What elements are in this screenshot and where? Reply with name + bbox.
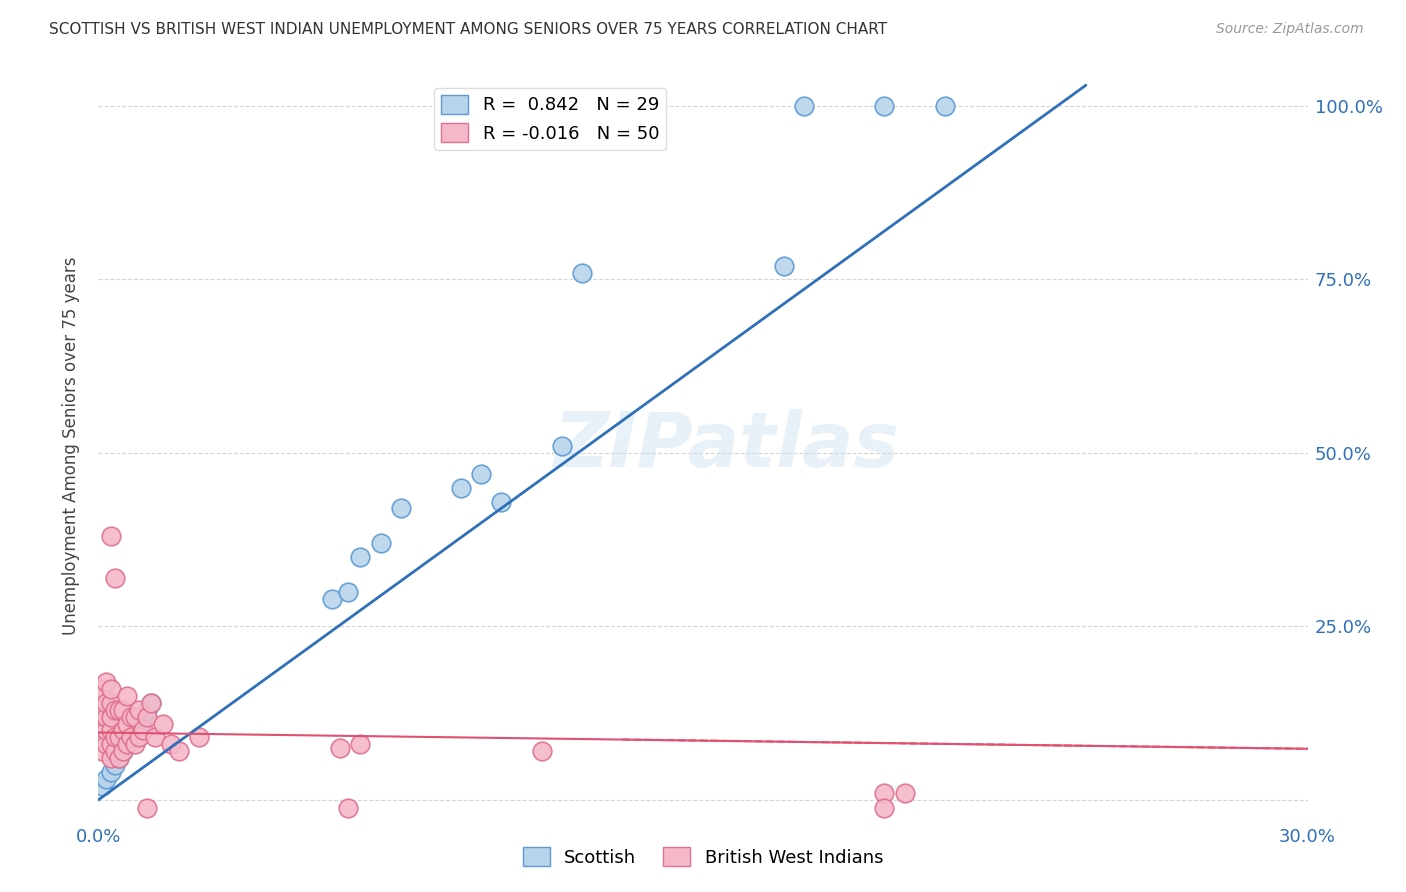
Point [139,696,162,710]
Point [96,737,118,751]
Point [139,696,162,710]
Point [91,744,114,758]
Point [450,481,472,495]
Point [91,779,114,793]
Point [107,751,129,765]
Point [873,99,896,113]
Point [128,723,150,738]
Text: ZIPatlas: ZIPatlas [554,409,900,483]
Point [120,731,142,745]
Point [124,723,146,738]
Point [91,681,114,696]
Point [111,744,134,758]
Point [143,731,166,745]
Point [107,751,129,765]
Point [329,740,352,755]
Point [107,737,129,751]
Point [100,751,122,765]
Point [772,259,794,273]
Point [107,731,129,745]
Point [389,501,412,516]
Point [491,494,513,508]
Point [96,723,118,738]
Point [96,772,118,786]
Point [115,689,138,703]
Point [152,716,174,731]
Point [124,737,146,751]
Legend: Scottish, British West Indians: Scottish, British West Indians [516,840,890,874]
Point [120,731,142,745]
Point [91,731,114,745]
Point [793,99,815,113]
Point [103,571,125,585]
Point [103,731,125,745]
Point [87,723,110,738]
Point [100,737,122,751]
Point [349,549,371,564]
Point [87,689,110,703]
Point [115,716,138,731]
Point [167,744,190,758]
Point [115,737,138,751]
Point [337,801,360,815]
Point [128,703,150,717]
Point [530,744,553,758]
Point [160,737,183,751]
Point [321,591,343,606]
Legend: R =  0.842   N = 29, R = -0.016   N = 50: R = 0.842 N = 29, R = -0.016 N = 50 [434,88,666,150]
Point [100,529,122,543]
Point [91,703,114,717]
Point [103,744,125,758]
Point [96,709,118,723]
Point [873,786,896,800]
Point [132,723,155,738]
Text: Source: ZipAtlas.com: Source: ZipAtlas.com [1216,22,1364,37]
Point [100,709,122,723]
Point [111,744,134,758]
Point [135,801,157,815]
Point [135,709,157,723]
Text: SCOTTISH VS BRITISH WEST INDIAN UNEMPLOYMENT AMONG SENIORS OVER 75 YEARS CORRELA: SCOTTISH VS BRITISH WEST INDIAN UNEMPLOY… [49,22,887,37]
Point [551,439,574,453]
Point [132,709,155,723]
Point [103,703,125,717]
Point [349,737,371,751]
Point [100,765,122,780]
Point [100,681,122,696]
Point [87,709,110,723]
Point [893,786,915,800]
Point [96,674,118,689]
Point [111,723,134,738]
Point [873,801,896,815]
Point [111,703,134,717]
Point [337,584,360,599]
Point [115,734,138,748]
Point [100,696,122,710]
Point [96,696,118,710]
Point [128,731,150,745]
Y-axis label: Unemployment Among Seniors over 75 years: Unemployment Among Seniors over 75 years [62,257,80,635]
Point [370,536,392,550]
Point [100,723,122,738]
Point [135,703,157,717]
Point [188,731,211,745]
Point [107,703,129,717]
Point [120,709,142,723]
Point [103,758,125,772]
Point [934,99,956,113]
Point [91,716,114,731]
Point [571,266,593,280]
Point [124,709,146,723]
Point [128,716,150,731]
Point [470,467,492,481]
